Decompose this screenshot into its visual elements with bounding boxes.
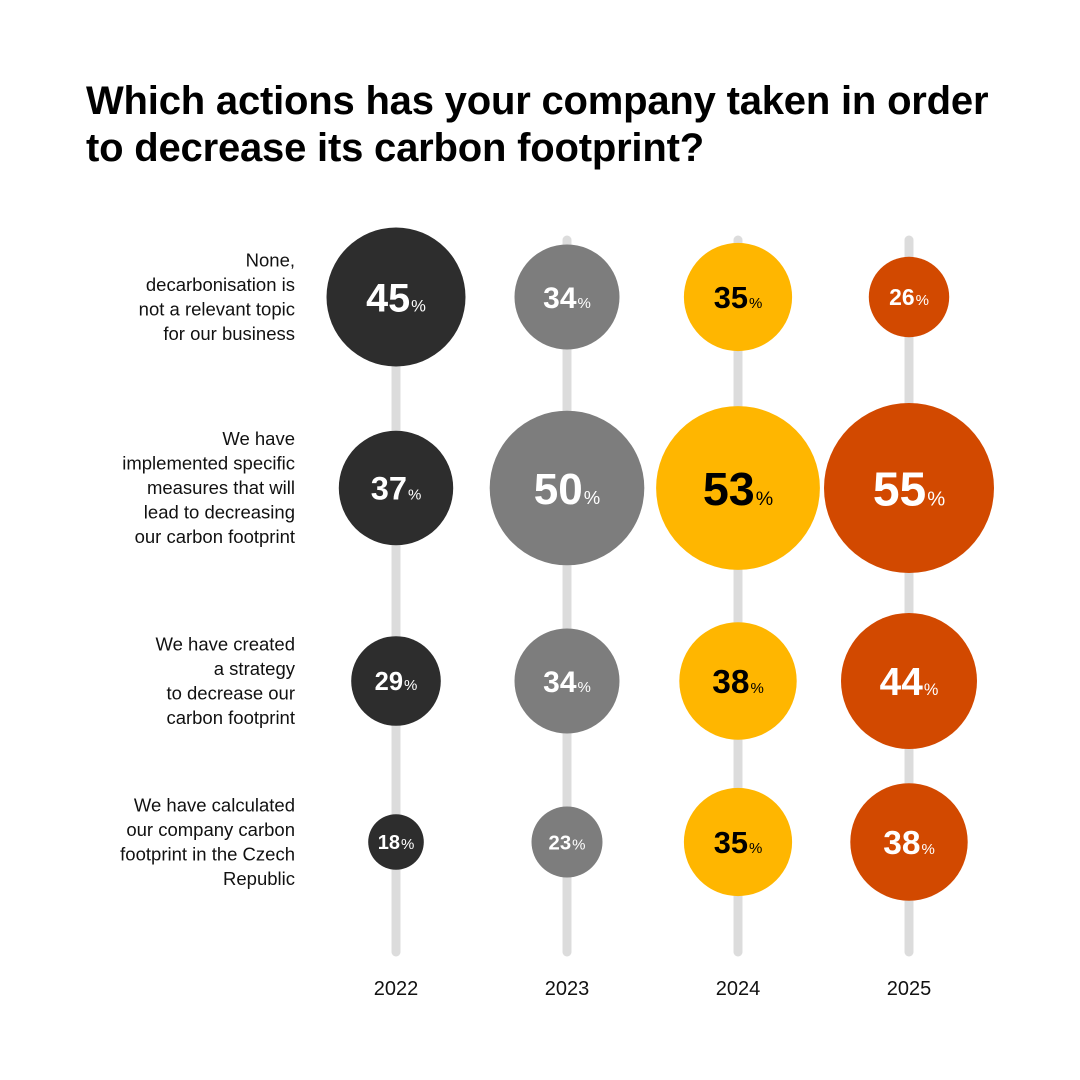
bubble-row1-2025 <box>868 256 950 338</box>
value-label-row1-2025: 26% <box>889 284 929 310</box>
value-label-row2-2024: 53% <box>703 463 773 515</box>
year-labels: 2022 2023 2024 2025 <box>374 978 932 1000</box>
value-label-row3-2025: 44% <box>880 661 939 704</box>
year-label-2024: 2024 <box>716 978 761 1000</box>
value-label-row1-2024: 35% <box>714 280 763 315</box>
stem-lines <box>391 235 914 957</box>
bubble-row1-2024 <box>683 242 793 352</box>
bubble-row4-2023 <box>531 806 603 878</box>
value-label-row4-2023: 23% <box>549 832 586 854</box>
bubble-row1-2023 <box>514 244 620 350</box>
bubble-row3-2025 <box>841 613 977 749</box>
bubble-row4-2025 <box>850 783 968 901</box>
bubble-row2-2024 <box>656 406 820 570</box>
value-label-row1-2022: 45% <box>366 276 426 320</box>
bubble-row3-2022 <box>351 636 441 726</box>
row-labels: None, decarbonisation is not a relevant to… <box>120 249 296 889</box>
value-label-row2-2025: 55% <box>873 463 945 516</box>
year-label-2025: 2025 <box>887 978 932 1000</box>
bubble-row3-2023 <box>514 628 620 734</box>
value-label-row4-2025: 38% <box>883 825 935 862</box>
value-label-row3-2023: 34% <box>543 666 591 699</box>
bubbles: 45% 34% 35% 26% 37% 50% 53% 55% 29% 34% 38% 44% 18% 2… <box>326 227 994 901</box>
bubble-row4-2024 <box>683 787 793 897</box>
value-label-row2-2023: 50% <box>534 465 600 514</box>
row-label-4: We have calculated our company carbon foot… <box>120 794 295 889</box>
value-label-row4-2024: 35% <box>714 825 763 860</box>
row-label-1: None, decarbonisation is not a relevant to… <box>139 249 295 344</box>
bubble-row2-2025 <box>824 403 994 573</box>
row-label-3: We have created a strategy to decrease our… <box>155 633 295 728</box>
year-label-2022: 2022 <box>374 978 419 1000</box>
value-label-row3-2022: 29% <box>375 668 418 696</box>
bubble-row1-2022 <box>326 227 466 367</box>
chart-title: Which actions has your company taken in … <box>86 79 989 170</box>
bubble-row2-2023 <box>489 410 645 566</box>
value-label-row2-2022: 37% <box>371 470 422 507</box>
value-label-row3-2024: 38% <box>712 664 764 701</box>
year-label-2023: 2023 <box>545 978 590 1000</box>
row-label-2: We have implemented specific measures that… <box>122 428 295 547</box>
bubble-row4-2022 <box>368 814 424 870</box>
bubble-row2-2022 <box>338 430 454 546</box>
bubble-row3-2024 <box>679 622 797 740</box>
value-label-row1-2023: 34% <box>543 282 591 315</box>
value-label-row4-2022: 18% <box>378 832 415 854</box>
